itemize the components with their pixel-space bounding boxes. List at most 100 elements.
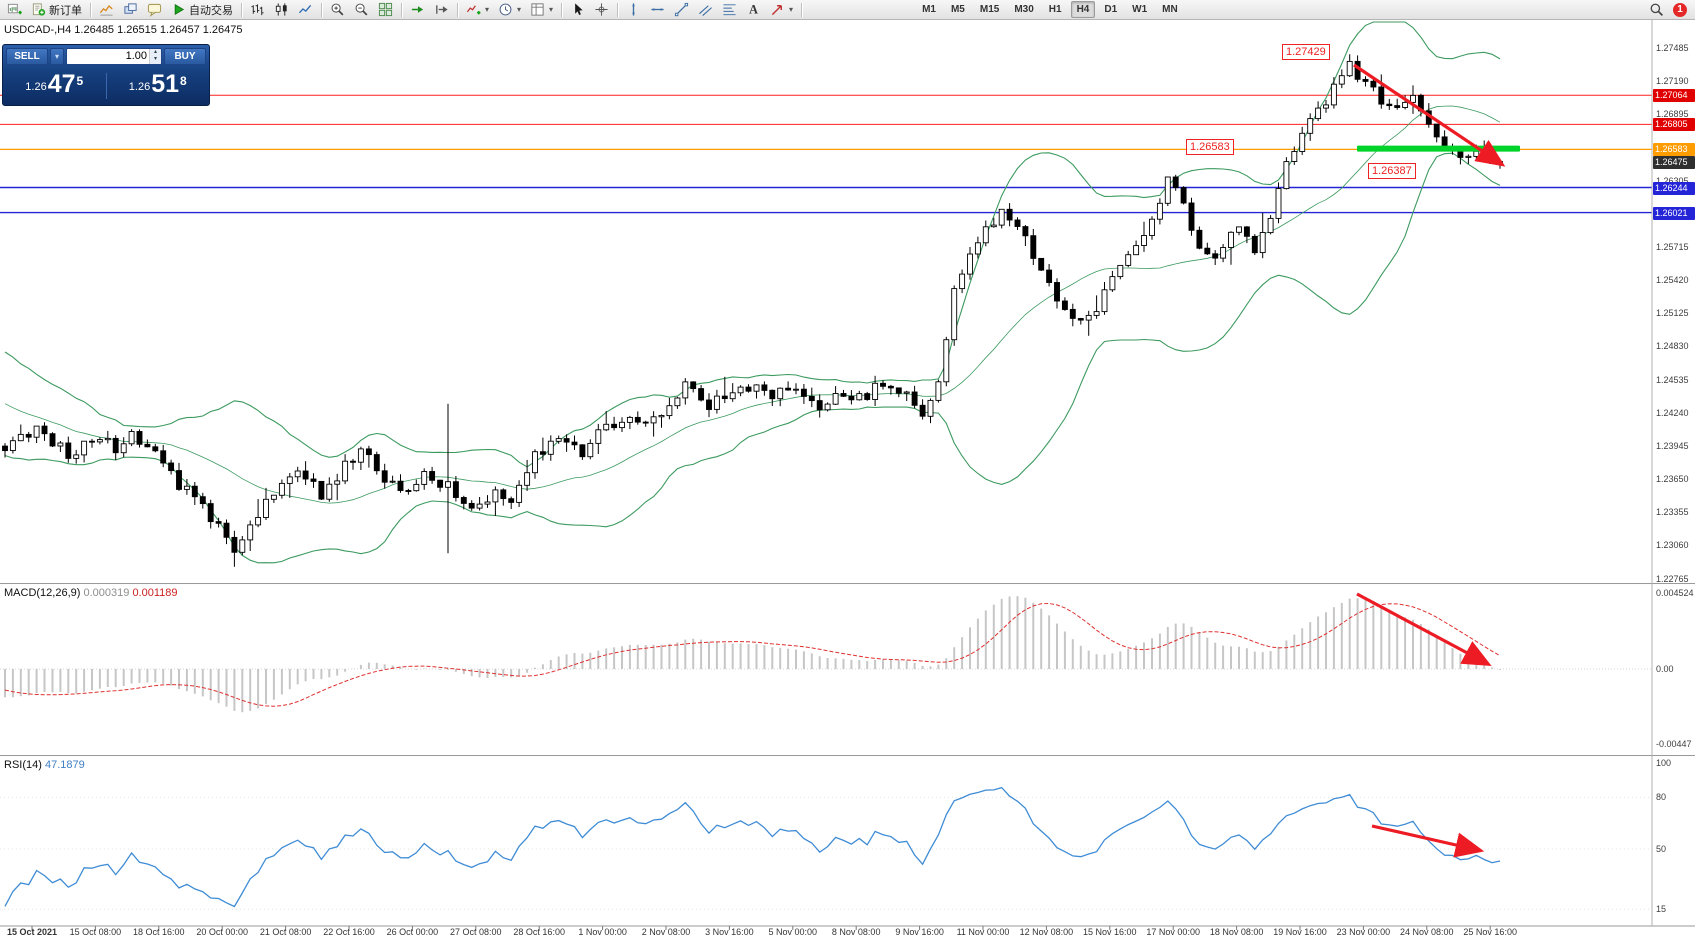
macd-indicator-header: MACD(12,26,9) 0.000319 0.001189 (4, 587, 178, 599)
toolbar-separator (561, 2, 563, 17)
macd-value-main: 0.000319 (83, 587, 130, 599)
sell-button[interactable]: SELL (6, 47, 48, 65)
rsi-name: RSI(14) (4, 759, 42, 771)
toolbar-separator (617, 2, 619, 17)
search-button[interactable] (1645, 1, 1668, 19)
chat-icon (147, 3, 162, 17)
fibonacci-button[interactable] (718, 1, 741, 19)
volume-increase-button[interactable]: ▴ (150, 48, 161, 56)
zoom-in-icon (331, 3, 344, 16)
rsi-value: 47.1879 (44, 759, 85, 771)
line-chart-button[interactable] (294, 1, 317, 19)
candles-icon (275, 3, 287, 16)
trendline-button[interactable] (670, 1, 693, 19)
chevron-down-icon: ▾ (789, 5, 794, 14)
template-button[interactable]: ▾ (526, 1, 557, 19)
rsi-indicator-header: RSI(14) 47.1879 (4, 759, 85, 771)
price-divider (105, 72, 107, 100)
add-indicator-button[interactable]: ▾ (462, 1, 493, 19)
scroll-icon (411, 6, 424, 13)
chevron-down-icon: ▾ (549, 5, 554, 14)
chart-plus-icon (7, 3, 22, 15)
cursor-button[interactable] (566, 1, 589, 19)
bar-chart-button[interactable] (246, 1, 269, 19)
sell-price[interactable]: 1.26 47 5 (3, 69, 106, 101)
vline-button[interactable] (622, 1, 645, 19)
text-button[interactable]: A (742, 1, 765, 19)
timeframe-h4-button[interactable]: H4 (1070, 1, 1096, 18)
toolbar-separator (241, 2, 242, 17)
toolbar-separator (401, 2, 402, 17)
play-icon (174, 3, 185, 16)
line-icon (298, 4, 312, 14)
indicator-icon (99, 5, 113, 16)
indicators-button[interactable] (95, 1, 118, 19)
clock-icon (499, 3, 512, 16)
volume-dropdown-button[interactable]: ▾ (50, 47, 64, 65)
timeframe-m5-button[interactable]: M5 (950, 4, 965, 15)
new-order-button[interactable]: 新订单 (27, 1, 86, 19)
zoom-out-icon (355, 3, 368, 16)
main-toolbar: 新订单 自动交易 ▾ ▾ ▾ A ▾ M1 M5 M15 M30 H1 H4 D1 W1 MN 1 (0, 0, 1695, 20)
timeframe-mn-button[interactable]: MN (1162, 4, 1178, 15)
zoom-in-button[interactable] (326, 1, 349, 19)
toolbar-separator (457, 2, 458, 17)
buy-button[interactable]: BUY (164, 47, 206, 65)
alerts-button[interactable] (143, 1, 166, 19)
volume-field-wrap: ▴ ▾ (66, 47, 162, 65)
trade-panel-controls: SELL ▾ ▴ ▾ BUY (3, 45, 209, 67)
toolbar-buttons: 新订单 自动交易 ▾ ▾ ▾ A ▾ (3, 0, 805, 19)
candle-chart-button[interactable] (270, 1, 293, 19)
toolbar-separator (801, 2, 803, 17)
chevron-down-icon: ▾ (485, 5, 490, 14)
sell-price-prefix: 1.26 (25, 80, 47, 93)
toolbar-right: 1 (1645, 1, 1692, 19)
buy-price-big: 51 (151, 69, 180, 98)
macd-value-signal: 0.001189 (132, 587, 178, 599)
svg-text:A: A (749, 3, 758, 17)
price-annotation-support[interactable]: 1.26583 (1186, 139, 1234, 155)
new-chart-button[interactable] (3, 1, 26, 19)
one-click-trading-panel: SELL ▾ ▴ ▾ BUY 1.26 47 5 1.26 51 8 (2, 44, 210, 106)
timeframe-w1-button[interactable]: W1 (1132, 4, 1148, 15)
text-icon: A (749, 3, 758, 17)
fibo-icon (723, 4, 736, 16)
hline-icon (651, 8, 664, 11)
search-icon (1650, 3, 1664, 17)
timeframe-d1-button[interactable]: D1 (1104, 4, 1118, 15)
sell-price-big: 47 (47, 69, 76, 98)
auto-scroll-button[interactable] (406, 1, 429, 19)
buy-price-prefix: 1.26 (128, 80, 151, 93)
hline-button[interactable] (646, 1, 669, 19)
channel-icon (699, 5, 713, 17)
price-annotation-peak[interactable]: 1.27429 (1282, 44, 1330, 60)
volume-decrease-button[interactable]: ▾ (150, 56, 161, 64)
arrows-button[interactable]: ▾ (766, 1, 797, 19)
macd-name: MACD(12,26,9) (4, 587, 81, 599)
toolbar-separator (321, 2, 322, 17)
shift-icon (436, 5, 448, 14)
chevron-down-icon: ▾ (517, 5, 522, 14)
layouts-button[interactable] (119, 1, 142, 19)
timeframe-m15-button[interactable]: M15 (979, 4, 1000, 15)
tile-windows-button[interactable] (374, 1, 397, 19)
timeframe-h1-button[interactable]: H1 (1048, 4, 1062, 15)
price-annotation-low[interactable]: 1.26387 (1368, 163, 1416, 179)
timeframe-m1-button[interactable]: M1 (922, 4, 936, 15)
channel-button[interactable] (694, 1, 717, 19)
autotrading-button[interactable]: 自动交易 (167, 1, 237, 19)
crosshair-button[interactable] (590, 1, 613, 19)
indicator-add-icon (466, 5, 481, 15)
buy-price[interactable]: 1.26 51 8 (107, 69, 210, 101)
zoom-out-button[interactable] (350, 1, 373, 19)
buy-price-pip: 8 (180, 73, 187, 88)
chart-shift-button[interactable] (430, 1, 453, 19)
volume-input[interactable] (67, 48, 149, 64)
notification-badge[interactable]: 1 (1673, 2, 1687, 17)
toolbar-separator (90, 2, 91, 17)
period-button[interactable]: ▾ (494, 1, 525, 19)
arrows-icon (771, 5, 782, 16)
timeframe-m30-button[interactable]: M30 (1014, 4, 1034, 15)
